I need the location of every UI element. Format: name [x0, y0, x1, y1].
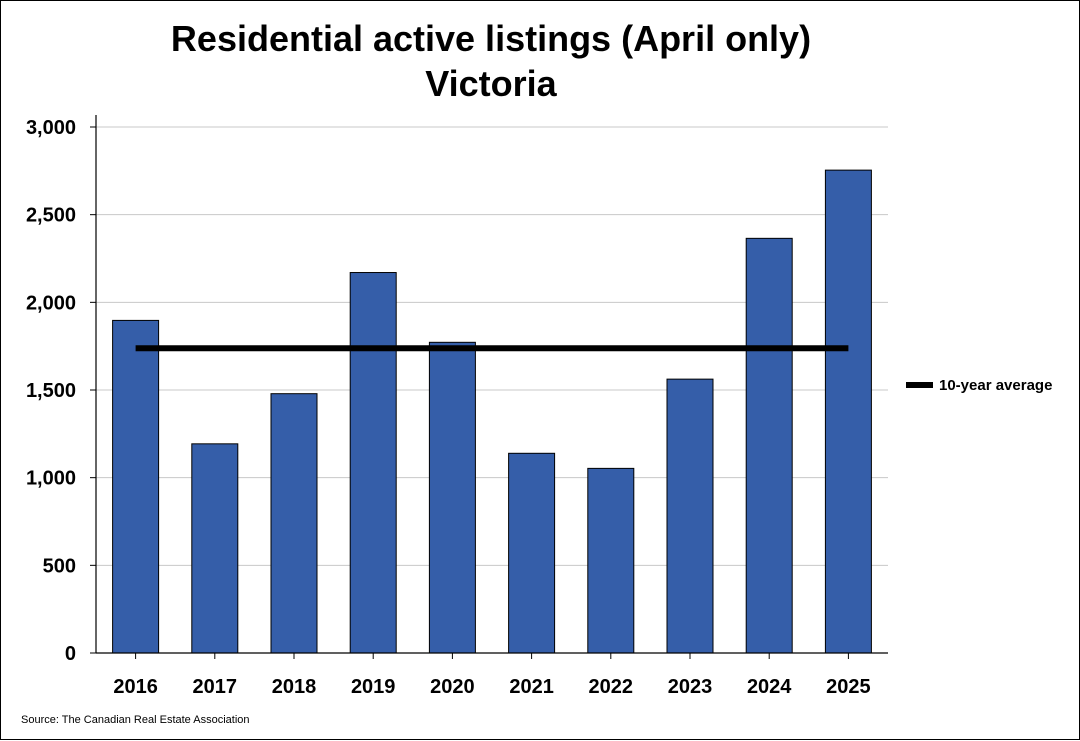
y-tick-label: 1,000	[26, 468, 76, 490]
bar-2025	[824, 169, 872, 654]
x-tick-label: 2019	[351, 676, 396, 698]
bar-2019	[349, 272, 397, 654]
y-tick-label: 2,000	[26, 292, 76, 314]
x-tick-label: 2020	[430, 676, 475, 698]
y-tick-label: 2,500	[26, 205, 76, 227]
x-tick-label: 2017	[193, 676, 238, 698]
y-tick-label: 0	[65, 643, 76, 665]
bars	[112, 169, 872, 654]
bar-2020	[428, 341, 476, 654]
bar-2018	[270, 393, 318, 654]
x-tick-labels: 2016 2017 2018 2019 2020 2021 2022 2023 2024 2025	[113, 676, 870, 698]
x-tick-label: 2023	[668, 676, 713, 698]
y-tick-label: 500	[43, 555, 76, 577]
bar-2016	[112, 319, 160, 654]
x-tick-label: 2018	[272, 676, 317, 698]
source-note: Source: The Canadian Real Estate Associa…	[21, 714, 250, 726]
chart-subtitle: Victoria	[425, 63, 557, 104]
bar-2021	[508, 452, 556, 654]
legend: 10-year average	[906, 377, 1052, 394]
bar-2017	[191, 443, 239, 654]
x-tick-label: 2025	[826, 676, 871, 698]
y-tick-labels: 0 500 1,000 1,500 2,000 2,500 3,000	[26, 117, 76, 665]
bar-2024	[745, 237, 793, 654]
bar-2022	[587, 467, 635, 654]
chart-title: Residential active listings (April only)	[171, 18, 811, 59]
x-tick-label: 2024	[747, 676, 792, 698]
y-tick-label: 1,500	[26, 380, 76, 402]
x-tick-label: 2021	[509, 676, 554, 698]
x-tick-label: 2022	[589, 676, 634, 698]
axes	[95, 115, 888, 654]
legend-label-average: 10-year average	[939, 377, 1052, 394]
bar-2023	[666, 378, 714, 654]
x-tick-label: 2016	[113, 676, 158, 698]
y-tick-label: 3,000	[26, 117, 76, 139]
